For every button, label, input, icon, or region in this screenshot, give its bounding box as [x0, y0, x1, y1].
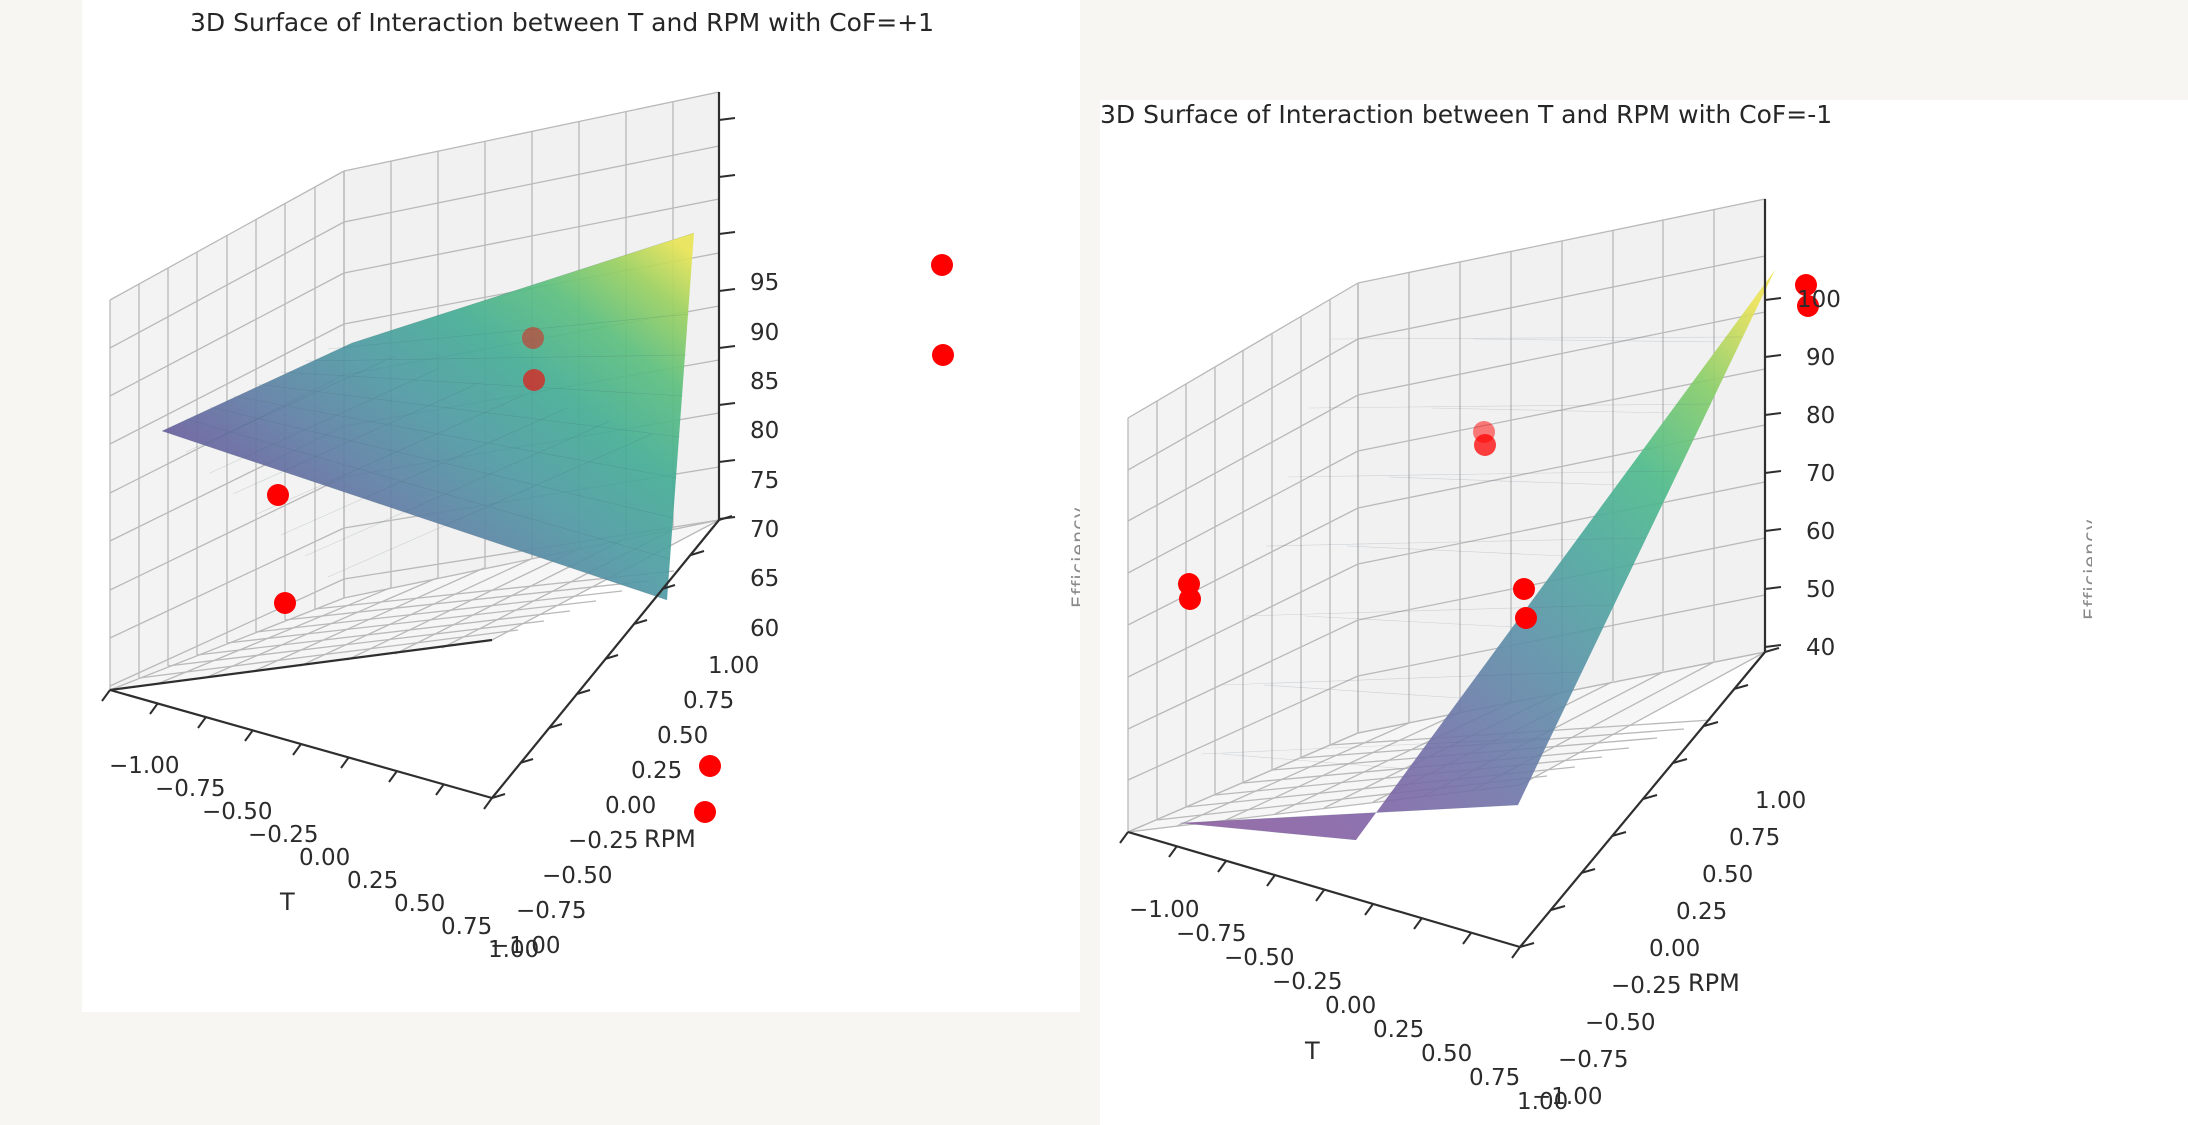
y-tick-label: −1.00 [1532, 1084, 1603, 1110]
y-tick-label: 0.75 [1729, 825, 1781, 851]
y-tick-label: 0.50 [1702, 862, 1754, 888]
x-tick-label: 0.00 [299, 845, 351, 871]
axes-3d-left [101, 91, 954, 823]
z-tick-label: 50 [1806, 577, 1836, 603]
z-tick-label: 60 [1806, 519, 1836, 545]
y-tick-label: −1.00 [490, 933, 561, 959]
z-axis-label: Efficiency [1068, 506, 1080, 608]
x-tick-label: 0.50 [1421, 1041, 1473, 1067]
x-axis-label: T [280, 888, 295, 916]
x-tick-label: 1.00 [488, 937, 540, 963]
figure-panel-right: 3D Surface of Interaction between T and … [1100, 100, 2188, 1125]
z-tick-label: 100 [1797, 287, 1841, 313]
y-tick-label: 0.00 [605, 793, 657, 819]
z-tick-label: 65 [750, 566, 780, 592]
y-tick-label: 1.00 [708, 653, 760, 679]
x-axis-ticks [1119, 831, 1521, 959]
y-axis-ticks [491, 515, 733, 799]
z-axis-label: Efficiency [2080, 518, 2092, 620]
chart-title-left: 3D Surface of Interaction between T and … [190, 8, 935, 37]
x-tick-label: −0.50 [202, 799, 273, 825]
z-axis-ticks [718, 117, 736, 520]
chart-title-right: 3D Surface of Interaction between T and … [1100, 100, 1833, 129]
z-tick-label: 40 [1806, 635, 1836, 661]
y-tick-label: 0.25 [631, 758, 683, 784]
z-tick-label: 70 [1806, 461, 1836, 487]
y-tick-label: −0.75 [516, 898, 587, 924]
y-tick-label: 1.00 [1755, 788, 1807, 814]
z-tick-label: 75 [750, 468, 780, 494]
axis-lines [1127, 199, 1767, 949]
x-tick-label: 0.25 [347, 868, 399, 894]
surface-plot-right [1179, 270, 1775, 841]
scatter-points-left [267, 254, 954, 823]
z-tick-label: 80 [1806, 403, 1836, 429]
y-axis-label: RPM [644, 825, 696, 853]
z-tick-label: 80 [750, 418, 780, 444]
x-tick-label: 1.00 [1517, 1089, 1569, 1115]
x-tick-label: −0.25 [1272, 969, 1343, 995]
x-axis-ticks [101, 689, 493, 810]
y-tick-label: −0.75 [1558, 1047, 1629, 1073]
x-tick-label: 0.00 [1325, 993, 1377, 1019]
z-tick-label: 70 [750, 517, 780, 543]
x-tick-label: −1.00 [1129, 897, 1200, 923]
y-tick-label: 0.50 [657, 723, 709, 749]
z-tick-label: 60 [750, 616, 780, 642]
z-axis-ticks [1764, 297, 1782, 648]
x-tick-label: −1.00 [109, 753, 180, 779]
z-tick-label: 85 [750, 369, 780, 395]
y-axis-label: RPM [1688, 969, 1740, 997]
z-tick-label: 90 [750, 320, 780, 346]
y-axis-ticks [1519, 647, 1780, 948]
surface-plot-left [161, 232, 695, 601]
x-tick-label: 0.75 [1469, 1065, 1521, 1091]
x-axis-label: T [1305, 1037, 1320, 1065]
y-tick-label: 0.00 [1649, 936, 1701, 962]
x-tick-label: −0.50 [1224, 945, 1295, 971]
y-tick-label: 0.75 [683, 688, 735, 714]
figure-panel-left: 3D Surface of Interaction between T and … [82, 0, 1080, 1012]
y-tick-label: 0.25 [1676, 899, 1728, 925]
y-tick-label: −0.50 [1585, 1010, 1656, 1036]
x-tick-label: −0.75 [155, 776, 226, 802]
z-tick-label: 90 [1806, 345, 1836, 371]
y-tick-label: −0.25 [1611, 973, 1682, 999]
x-tick-label: 0.50 [394, 891, 446, 917]
x-tick-label: −0.25 [248, 822, 319, 848]
x-tick-label: 0.75 [441, 914, 493, 940]
z-tick-label: 95 [750, 270, 780, 296]
y-tick-label: −0.25 [568, 828, 639, 854]
x-tick-label: 0.25 [1373, 1017, 1425, 1043]
axes-3d-right [1119, 198, 1819, 959]
x-tick-label: −0.75 [1176, 921, 1247, 947]
scatter-points-right [1178, 274, 1819, 629]
y-tick-label: −0.50 [542, 863, 613, 889]
